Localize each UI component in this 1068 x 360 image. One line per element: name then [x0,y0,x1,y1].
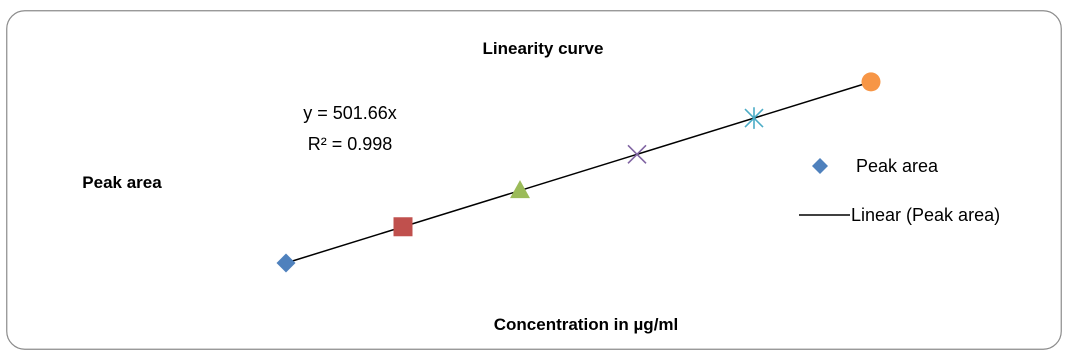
legend-label-peak-area: Peak area [856,156,939,176]
trendline [285,81,872,264]
data-point-6 [861,72,881,92]
chart-border [6,10,1062,350]
legend-label-linear: Linear (Peak area) [851,205,1000,225]
chart-area: Linearity curve Peak area Concentration … [6,10,1062,350]
trendline-r-squared: R² = 0.998 [308,134,393,154]
legend: Peak area Linear (Peak area) [799,156,1000,225]
x-axis-label: Concentration in µg/ml [494,315,679,334]
data-point-3 [510,180,530,199]
data-point-4 [627,144,647,164]
chart-title: Linearity curve [483,39,604,58]
data-point-2 [393,217,413,237]
data-point-5 [744,107,764,129]
trendline-equation: y = 501.66x [303,103,397,123]
data-markers [276,72,881,273]
legend-marker-peak-area [812,158,828,174]
legend-diamond-icon [812,158,828,174]
chart-svg: Linearity curve Peak area Concentration … [6,10,1062,350]
y-axis-label: Peak area [82,173,162,192]
